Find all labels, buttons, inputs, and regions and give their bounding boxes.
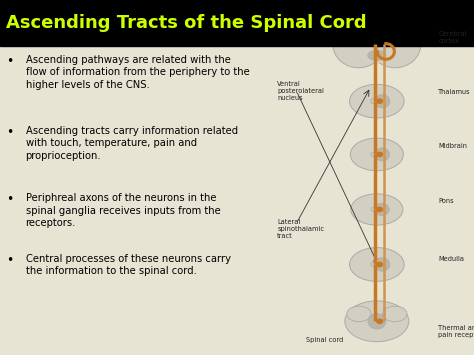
Text: Spinal cord: Spinal cord	[306, 337, 343, 343]
Ellipse shape	[368, 50, 386, 60]
Text: •: •	[6, 193, 13, 207]
Text: Periphreal axons of the neurons in the
spinal ganglia receives inputs from the
r: Periphreal axons of the neurons in the s…	[26, 193, 220, 228]
Text: Ascending pathways are related with the
flow of information from the periphery t: Ascending pathways are related with the …	[26, 55, 249, 90]
Ellipse shape	[333, 21, 384, 68]
Text: •: •	[6, 126, 13, 139]
Text: Thalamus: Thalamus	[438, 89, 471, 95]
Ellipse shape	[350, 84, 404, 118]
Text: Ventral
posterolateral
nucleus: Ventral posterolateral nucleus	[277, 81, 324, 100]
Circle shape	[377, 152, 383, 157]
Circle shape	[377, 262, 383, 267]
Text: Cerebral
cortex: Cerebral cortex	[438, 31, 467, 44]
Ellipse shape	[369, 21, 421, 68]
Ellipse shape	[375, 148, 390, 161]
Ellipse shape	[375, 203, 389, 216]
Ellipse shape	[383, 306, 407, 322]
Ellipse shape	[347, 306, 371, 322]
Text: •: •	[6, 254, 13, 267]
Ellipse shape	[365, 25, 389, 64]
Circle shape	[371, 207, 378, 212]
Text: Central processes of these neurons carry
the information to the spinal cord.: Central processes of these neurons carry…	[26, 254, 230, 276]
Ellipse shape	[368, 313, 386, 329]
Ellipse shape	[350, 248, 404, 281]
Ellipse shape	[351, 194, 403, 225]
Text: Medulla: Medulla	[438, 256, 465, 262]
Circle shape	[377, 99, 383, 103]
Text: Lateral
spinothalamic
tract: Lateral spinothalamic tract	[277, 219, 324, 239]
Text: Ascending tracts carry information related
with touch, temperature, pain and
pro: Ascending tracts carry information relat…	[26, 126, 238, 161]
Circle shape	[371, 98, 378, 104]
Ellipse shape	[350, 138, 403, 171]
Ellipse shape	[372, 29, 382, 49]
Text: Thermal and
pain receptors: Thermal and pain receptors	[438, 326, 474, 338]
Circle shape	[371, 152, 378, 157]
Circle shape	[377, 319, 383, 323]
Ellipse shape	[374, 258, 390, 271]
Text: •: •	[6, 55, 13, 68]
Text: Ascending Tracts of the Spinal Cord: Ascending Tracts of the Spinal Cord	[6, 14, 366, 32]
Circle shape	[371, 262, 378, 267]
Ellipse shape	[345, 301, 409, 342]
Text: Pons: Pons	[438, 198, 454, 203]
Text: Midbrain: Midbrain	[438, 143, 467, 148]
Circle shape	[377, 207, 383, 212]
Ellipse shape	[374, 94, 390, 108]
FancyBboxPatch shape	[0, 0, 474, 46]
